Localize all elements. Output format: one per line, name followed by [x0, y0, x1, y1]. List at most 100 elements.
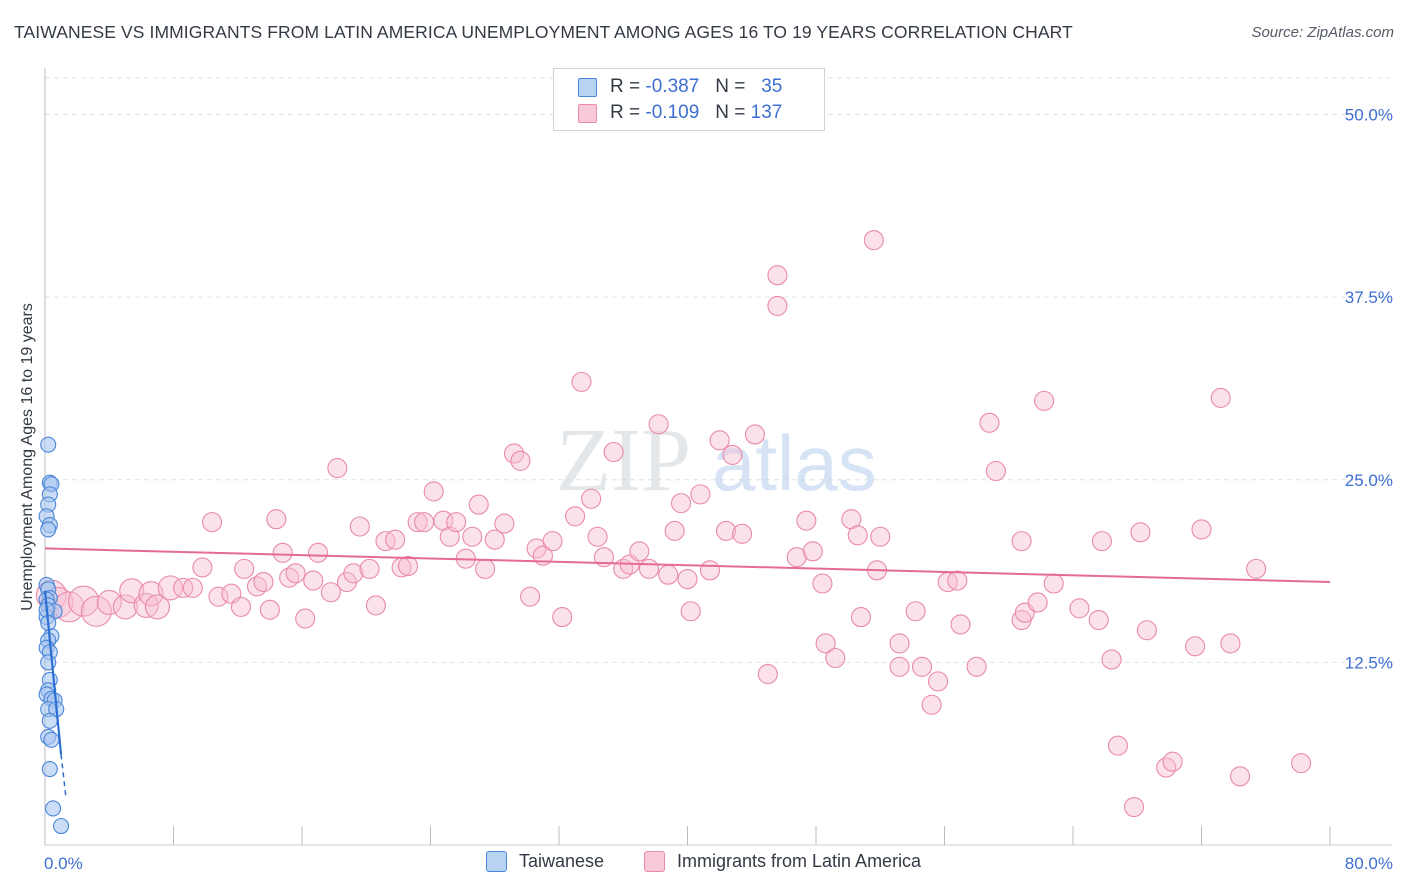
latin-america-point [1162, 751, 1183, 772]
latin-america-point [767, 295, 788, 316]
latin-america-point [1088, 609, 1109, 631]
bottom-legend-swatch-taiwanese [486, 851, 507, 872]
latin-america-point [815, 633, 836, 654]
latin-america-point [587, 526, 608, 547]
latin-america-point [253, 571, 274, 593]
latin-america-point [266, 509, 287, 530]
latin-america-point [365, 595, 386, 616]
taiwanese-point [41, 712, 58, 729]
latin-america-point [138, 581, 164, 607]
latin-america-point [767, 265, 788, 286]
latin-america-point [407, 512, 428, 533]
taiwanese-point [40, 436, 57, 453]
latin-america-point [979, 412, 1000, 433]
latin-america-point [414, 512, 435, 533]
latin-america-point [1130, 522, 1151, 543]
latin-america-point [715, 520, 737, 541]
latin-america-point [911, 656, 933, 677]
latin-america-point [385, 529, 406, 550]
latin-america-point [96, 589, 122, 616]
taiwanese-trend-extension [60, 754, 67, 797]
latin-america-point [802, 541, 823, 562]
latin-america-point [112, 594, 138, 620]
latin-america-point [1027, 592, 1048, 613]
y-tick-label: 37.5% [1345, 288, 1393, 307]
latin-america-point [494, 513, 515, 534]
latin-america-point [1220, 633, 1241, 654]
latin-america-point [1230, 766, 1251, 787]
latin-america-point [510, 450, 531, 471]
latin-america-point [825, 647, 846, 669]
latin-america-point [1246, 558, 1267, 579]
legend-n-label: N = [715, 76, 746, 97]
latin-america-point [732, 523, 753, 544]
latin-america-point [966, 656, 987, 677]
latin-america-point [905, 601, 926, 622]
latin-america-point [664, 520, 685, 541]
y-tick-label: 50.0% [1345, 106, 1393, 125]
legend-row-latin-america: R = -0.109 N = 137 [578, 101, 782, 125]
latin-america-point [397, 555, 419, 577]
latin-america-point [603, 441, 624, 463]
y-tick-label: 12.5% [1345, 653, 1393, 672]
legend-row-taiwanese: R = -0.387 N = 35 [578, 75, 782, 99]
latin-america-point [80, 595, 112, 627]
taiwanese-point [41, 760, 58, 778]
latin-america-point [285, 563, 306, 584]
latin-america-point [581, 488, 602, 509]
latin-america-point [1011, 531, 1032, 552]
latin-america-point [349, 516, 370, 537]
latin-america-point [446, 512, 467, 533]
latin-america-point [757, 664, 778, 685]
legend-swatch-taiwanese [578, 77, 597, 97]
latin-america-point [565, 506, 586, 527]
bottom-legend-latin-america: Immigrants from Latin America [644, 851, 921, 872]
latin-america-point [1034, 390, 1055, 411]
latin-america-point [744, 424, 766, 445]
taiwanese-point [43, 731, 60, 748]
latin-america-point [847, 525, 868, 546]
latin-america-point [1210, 387, 1231, 408]
trend-lines [43, 547, 1331, 797]
latin-america-point [327, 458, 348, 479]
latin-america-point [1291, 753, 1312, 774]
latin-america-point [182, 577, 203, 598]
tick-labels: 12.5% 25.0% 37.5% 50.0% 0.0% 80.0% [44, 106, 1393, 873]
latin-america-point [259, 599, 280, 620]
taiwanese-points [38, 436, 70, 835]
latin-america-point [1069, 598, 1090, 619]
latin-america-point [629, 541, 650, 562]
latin-america-point [680, 601, 701, 622]
latin-america-point [202, 512, 223, 533]
latin-america-point [320, 582, 341, 603]
latin-america-point [889, 656, 910, 677]
latin-america-point [722, 444, 743, 465]
latin-america-point [1156, 757, 1177, 778]
latin-america-point [1101, 649, 1122, 670]
latin-america-point [520, 586, 541, 607]
legend-n-value-latin-america: 137 [750, 102, 783, 123]
latin-america-point [671, 493, 692, 514]
latin-america-point [677, 569, 698, 590]
latin-america-point [928, 671, 949, 692]
latin-america-point [272, 542, 293, 563]
latin-america-point [192, 557, 213, 578]
latin-america-point [423, 481, 444, 502]
latin-america-point [1123, 796, 1145, 818]
latin-america-point [295, 608, 316, 629]
latin-america-point [1136, 620, 1157, 641]
chart-title: TAIWANESE VS IMMIGRANTS FROM LATIN AMERI… [14, 22, 1073, 42]
latin-america-point [144, 594, 170, 620]
latin-america-point [947, 570, 968, 591]
latin-america-point [796, 510, 817, 531]
taiwanese-trend-line [43, 590, 63, 755]
watermark-zip: ZIP [556, 411, 691, 510]
legend-n-value-taiwanese: 35 [761, 76, 783, 97]
latin-america-point [786, 547, 807, 568]
latin-america-point [468, 494, 489, 515]
latin-america-point [812, 573, 833, 594]
source-credit: Source: ZipAtlas.com [1251, 24, 1394, 41]
latin-america-point [303, 570, 324, 591]
latin-america-point [462, 526, 483, 547]
